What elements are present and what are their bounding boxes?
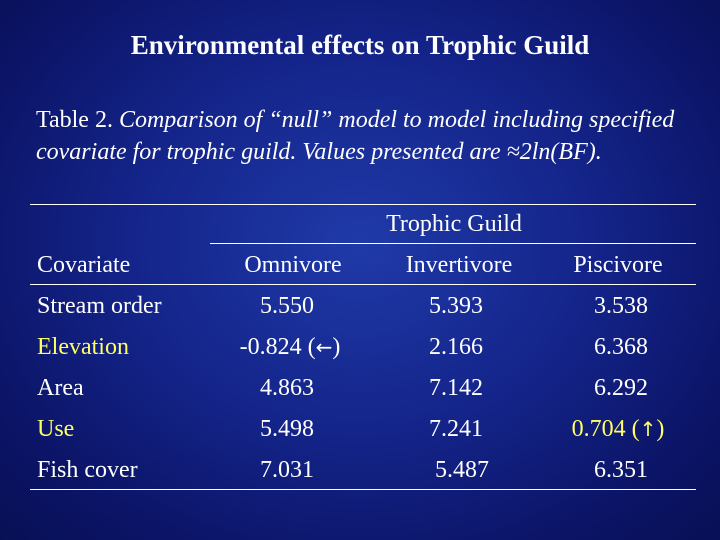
group-header-rule [210,243,696,244]
piscivore-close-paren: ) [656,416,665,442]
row-elevation-invertivore: 2.166 [429,334,483,360]
caption-label: Table 2. [36,107,119,133]
row-elevation-piscivore: 6.368 [594,334,648,360]
column-header-piscivore: Piscivore [573,252,663,278]
column-header-rule [30,284,696,285]
piscivore-value: 0.704 ( [571,416,640,442]
omnivore-value: -0.824 ( [239,334,316,360]
row-stream-order-omnivore: 5.550 [260,293,314,319]
up-arrow-icon: ↑ [639,417,657,441]
caption-text: Comparison of “null” model to model incl… [36,107,675,165]
row-covariate-elevation: Elevation [37,334,129,360]
group-header-trophic-guild: Trophic Guild [386,211,522,237]
row-elevation-omnivore: -0.824 (←) [240,334,341,361]
row-fish-cover-invertivore: 5.487 [435,457,489,483]
row-stream-order-invertivore: 5.393 [429,293,483,319]
row-covariate-use: Use [37,416,75,442]
row-use-piscivore: 0.704 (↑) [572,416,665,443]
column-header-covariate: Covariate [37,252,131,278]
column-header-invertivore: Invertivore [405,252,513,278]
row-use-omnivore: 5.498 [260,416,314,442]
omnivore-close-paren: ) [332,334,341,360]
slide-title: Environmental effects on Trophic Guild [130,30,590,60]
left-arrow-icon: ← [315,335,333,359]
column-header-omnivore: Omnivore [244,252,342,278]
row-use-invertivore: 7.241 [429,416,483,442]
row-stream-order-piscivore: 3.538 [594,293,648,319]
row-fish-cover-piscivore: 6.351 [594,457,648,483]
row-covariate-fish-cover: Fish cover [37,457,138,483]
row-covariate-stream-order: Stream order [37,293,162,319]
table-caption: Table 2. Comparison of “null” model to m… [36,104,706,168]
row-area-omnivore: 4.863 [260,375,314,401]
table-top-rule [30,204,696,205]
row-fish-cover-omnivore: 7.031 [260,457,314,483]
row-covariate-area: Area [37,375,84,401]
table-bottom-rule [30,489,696,490]
row-area-piscivore: 6.292 [594,375,648,401]
row-area-invertivore: 7.142 [429,375,483,401]
